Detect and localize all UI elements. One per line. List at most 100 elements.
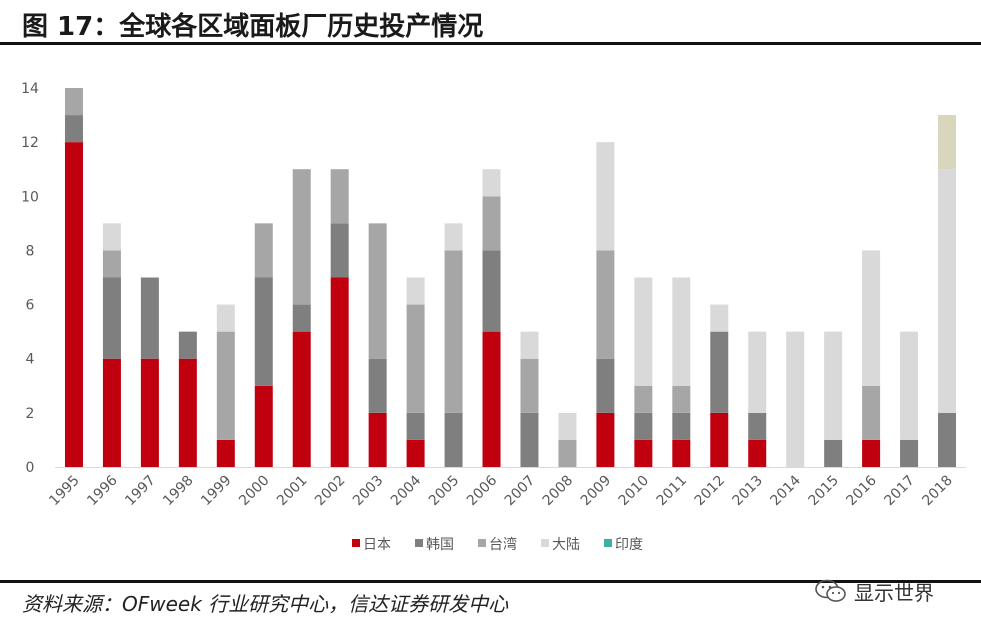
x-tick-label: 2012 (692, 473, 729, 510)
x-tick-label: 2005 (426, 473, 463, 510)
x-tick-label: 2004 (388, 472, 425, 509)
bar-segment-2007-韩国 (520, 412, 539, 467)
bar-segment-2008-大陆 (558, 412, 577, 440)
x-tick-label: 2003 (350, 473, 387, 510)
bar-segment-2018-印度 (938, 115, 957, 170)
bar-segment-2016-大陆 (862, 250, 881, 386)
legend-label-台湾: 台湾 (489, 536, 517, 553)
y-tick-label: 6 (26, 298, 35, 314)
x-tick-label: 1998 (160, 473, 197, 510)
bar-segment-2013-韩国 (748, 412, 767, 440)
bar-segment-2010-大陆 (634, 277, 653, 386)
bar-segment-2005-大陆 (444, 223, 463, 251)
bar-segment-1995-韩国 (64, 115, 83, 143)
x-tick-label: 2016 (843, 472, 880, 509)
top-rule (0, 42, 981, 45)
bar-segment-2004-大陆 (406, 277, 425, 305)
bar-segment-1999-日本 (216, 439, 235, 467)
bar-segment-2015-大陆 (824, 331, 843, 440)
x-tick-label: 2007 (502, 473, 539, 510)
bars (64, 88, 957, 467)
bar-segment-2018-大陆 (938, 169, 957, 413)
legend-swatch-印度 (604, 539, 612, 547)
bar-segment-2010-台湾 (634, 385, 653, 413)
bar-segment-1997-韩国 (140, 277, 159, 359)
bar-segment-1999-大陆 (216, 304, 235, 332)
legend-swatch-日本 (352, 539, 360, 547)
y-axis: 0 2 4 6 8 10 12 14 (21, 81, 39, 476)
bar-segment-2004-台湾 (406, 304, 425, 413)
legend-label-大陆: 大陆 (552, 537, 580, 553)
x-tick-label: 2001 (274, 473, 311, 510)
x-tick-label: 2018 (919, 473, 956, 510)
bar-segment-2000-台湾 (254, 223, 273, 278)
bar-segment-1999-台湾 (216, 331, 235, 440)
bar-segment-2010-日本 (634, 439, 653, 467)
bar-segment-2006-台湾 (482, 196, 501, 251)
bar-segment-2005-台湾 (444, 250, 463, 413)
wechat-icon (815, 579, 846, 602)
legend-label-印度: 印度 (615, 537, 643, 553)
bar-segment-2013-大陆 (748, 331, 767, 413)
bar-segment-2015-韩国 (824, 439, 843, 467)
bar-segment-2007-台湾 (520, 358, 539, 413)
bar-segment-2012-韩国 (710, 331, 729, 413)
x-tick-label: 2011 (654, 473, 691, 510)
bar-segment-2008-台湾 (558, 439, 577, 467)
bar-segment-2016-日本 (862, 439, 881, 467)
bar-segment-2000-韩国 (254, 277, 273, 386)
y-tick-label: 10 (21, 189, 39, 205)
legend-swatch-韩国 (415, 539, 423, 547)
x-tick-label: 1999 (198, 473, 235, 510)
x-tick-label: 2013 (730, 473, 767, 510)
bar-segment-2006-日本 (482, 331, 501, 467)
legend-label-日本: 日本 (363, 537, 391, 553)
x-tick-label: 1997 (122, 473, 159, 510)
bar-segment-2011-韩国 (672, 412, 691, 440)
x-tick-label: 2017 (881, 473, 918, 510)
bar-segment-2009-日本 (596, 412, 615, 467)
bar-segment-1997-日本 (140, 358, 159, 467)
legend-swatch-大陆 (541, 539, 549, 547)
bar-segment-2018-韩国 (938, 412, 957, 467)
x-tick-label: 2010 (616, 473, 653, 510)
figure-header: 图 17：全球各区域面板厂历史投产情况 (0, 0, 981, 44)
x-tick-label: 1995 (46, 473, 83, 510)
bar-segment-2007-大陆 (520, 331, 539, 359)
chart-area: 0 2 4 6 8 10 12 14 1995 1996 1997 1998 1999 2000 2001… (0, 45, 981, 580)
bar-segment-2009-台湾 (596, 250, 615, 359)
bar-segment-2001-台湾 (292, 169, 311, 305)
bar-segment-2004-韩国 (406, 412, 425, 440)
bar-segment-2013-日本 (748, 439, 767, 467)
bar-segment-2006-大陆 (482, 169, 501, 197)
bar-segment-2002-台湾 (330, 169, 349, 224)
bar-segment-2003-日本 (368, 412, 387, 467)
y-tick-label: 2 (26, 406, 35, 422)
legend: 日本 韩国 台湾 大陆 印度 (352, 536, 643, 553)
bar-segment-2003-韩国 (368, 358, 387, 413)
bar-segment-2011-日本 (672, 439, 691, 467)
y-tick-label: 0 (26, 460, 35, 476)
legend-label-韩国: 韩国 (426, 537, 454, 553)
bar-segment-2003-台湾 (368, 223, 387, 359)
bar-segment-2017-韩国 (900, 439, 919, 467)
bar-segment-2004-日本 (406, 439, 425, 467)
x-tick-label: 2015 (805, 473, 842, 510)
bar-segment-2000-日本 (254, 385, 273, 467)
bar-segment-2011-台湾 (672, 385, 691, 413)
x-tick-label: 2014 (768, 472, 805, 509)
bar-segment-1998-韩国 (178, 331, 197, 359)
bar-segment-2012-日本 (710, 412, 729, 467)
x-tick-label: 2009 (578, 473, 615, 510)
bar-segment-2012-大陆 (710, 304, 729, 332)
bar-segment-2002-韩国 (330, 223, 349, 278)
bar-segment-2006-韩国 (482, 250, 501, 332)
x-tick-label: 2008 (540, 473, 577, 510)
x-tick-label: 2000 (236, 473, 273, 510)
y-tick-label: 4 (26, 352, 35, 368)
y-tick-label: 14 (21, 81, 39, 97)
bar-segment-2017-大陆 (900, 331, 919, 440)
bar-segment-2001-韩国 (292, 304, 311, 332)
bar-segment-2009-韩国 (596, 358, 615, 413)
bar-segment-1996-日本 (102, 358, 121, 467)
